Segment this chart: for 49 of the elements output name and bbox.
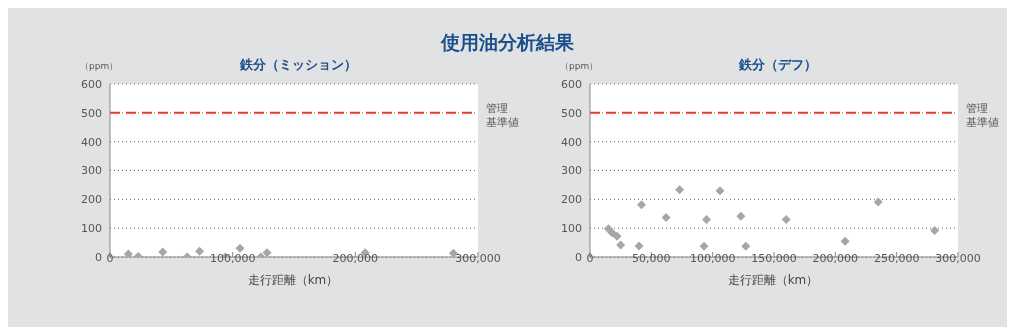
point [616, 240, 626, 250]
x-tick-label: 0 [106, 251, 114, 265]
x-axis-title: 走行距離（km） [246, 272, 340, 289]
point [612, 231, 622, 241]
point [715, 186, 725, 196]
point [675, 185, 685, 195]
x-tick-label: 200,000 [812, 251, 859, 265]
y-axis-title: （ppm） [80, 60, 119, 73]
y-tick-label: 100 [81, 222, 102, 236]
chart-title: 鉄分（ミッション） [239, 57, 357, 72]
y-tick-label: 600 [81, 77, 102, 91]
x-tick-label: 0 [586, 251, 594, 265]
y-tick-label: 200 [81, 193, 102, 207]
point [781, 215, 791, 225]
point [637, 200, 647, 210]
point [736, 211, 746, 221]
y-tick-label: 600 [561, 77, 582, 91]
point [607, 228, 617, 238]
y-tick-label: 500 [561, 106, 582, 120]
x-tick-label: 150,000 [751, 251, 797, 265]
x-tick-label: 200,000 [332, 251, 379, 265]
point [603, 224, 613, 234]
point [741, 241, 751, 251]
point [930, 225, 940, 235]
y-tick-label: 500 [81, 106, 102, 120]
ref-line-label: 管理基準値 [966, 101, 999, 129]
point [661, 213, 671, 222]
x-tick-label: 50,000 [632, 251, 671, 265]
x-tick-label: 100,000 [689, 251, 736, 265]
y-tick-label: 300 [561, 164, 582, 178]
point [840, 236, 850, 246]
point [702, 215, 712, 225]
y-tick-label: 100 [561, 222, 582, 236]
point [699, 241, 709, 251]
chart-title: 鉄分（デフ） [739, 57, 817, 72]
y-tick-label: 400 [561, 135, 582, 149]
point [634, 241, 644, 251]
y-tick-label: 300 [81, 164, 102, 178]
text: 使用油分析結果 [439, 30, 575, 55]
ref-line-label: 管理基準値 [486, 101, 519, 129]
x-tick-label: 300,000 [455, 251, 501, 265]
x-axis-title: 走行距離（km） [726, 272, 820, 289]
point [873, 197, 883, 207]
y-axis-title: （ppm） [560, 60, 599, 73]
y-tick-label: 400 [81, 135, 102, 149]
x-tick-label: 250,000 [873, 251, 920, 265]
x-tick-label: 100,000 [209, 251, 256, 265]
y-tick-label: 200 [561, 193, 582, 207]
x-tick-label: 300,000 [935, 251, 981, 265]
